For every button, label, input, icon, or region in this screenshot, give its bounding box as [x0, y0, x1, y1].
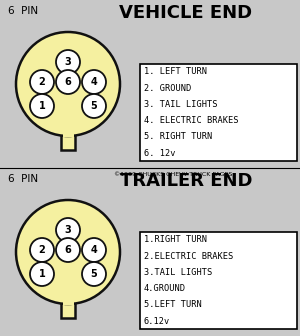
- Bar: [62, 299, 74, 305]
- Circle shape: [16, 200, 120, 304]
- Text: 2. GROUND: 2. GROUND: [143, 84, 191, 93]
- Circle shape: [82, 238, 106, 262]
- Bar: [61, 301, 75, 318]
- Circle shape: [82, 70, 106, 94]
- Circle shape: [56, 238, 80, 262]
- Circle shape: [82, 94, 106, 118]
- Text: 1. LEFT TURN: 1. LEFT TURN: [143, 68, 206, 77]
- Circle shape: [56, 70, 80, 94]
- Text: 5. RIGHT TURN: 5. RIGHT TURN: [143, 132, 212, 141]
- Text: 2: 2: [39, 77, 45, 87]
- Text: 4. ELECTRIC BRAKES: 4. ELECTRIC BRAKES: [143, 116, 238, 125]
- Circle shape: [16, 32, 120, 136]
- Text: 3.TAIL LIGHTS: 3.TAIL LIGHTS: [143, 268, 212, 277]
- Text: 2: 2: [39, 245, 45, 255]
- Text: 4: 4: [91, 245, 98, 255]
- Text: 4.GROUND: 4.GROUND: [143, 284, 185, 293]
- Text: 5: 5: [91, 101, 98, 111]
- Text: 6  PIN: 6 PIN: [8, 6, 38, 16]
- Text: 6  PIN: 6 PIN: [8, 174, 38, 184]
- Circle shape: [30, 262, 54, 286]
- Text: 1.RIGHT TURN: 1.RIGHT TURN: [143, 236, 206, 245]
- Text: 1: 1: [39, 269, 45, 279]
- Text: 4: 4: [91, 77, 98, 87]
- Text: 6: 6: [64, 77, 71, 87]
- Bar: [62, 131, 74, 137]
- Text: 1: 1: [39, 101, 45, 111]
- Circle shape: [30, 94, 54, 118]
- Text: 6.12v: 6.12v: [143, 317, 170, 326]
- Bar: [61, 133, 75, 150]
- Bar: [140, 64, 297, 161]
- Text: ©1999 CHUCKS CHEVY TRUCK PAGES: ©1999 CHUCKS CHEVY TRUCK PAGES: [114, 172, 232, 177]
- Bar: [140, 232, 297, 329]
- Text: 3: 3: [64, 57, 71, 67]
- Circle shape: [30, 70, 54, 94]
- Circle shape: [82, 262, 106, 286]
- Text: 3: 3: [64, 225, 71, 235]
- Text: 6. 12v: 6. 12v: [143, 149, 175, 158]
- Circle shape: [30, 238, 54, 262]
- Text: VEHICLE END: VEHICLE END: [119, 4, 253, 22]
- Text: 5.LEFT TURN: 5.LEFT TURN: [143, 300, 201, 309]
- Text: 6: 6: [64, 245, 71, 255]
- Text: TRAILER END: TRAILER END: [120, 172, 252, 190]
- Circle shape: [56, 218, 80, 242]
- Text: 2.ELECTRIC BRAKES: 2.ELECTRIC BRAKES: [143, 252, 233, 261]
- Circle shape: [56, 50, 80, 74]
- Text: 5: 5: [91, 269, 98, 279]
- Text: 3. TAIL LIGHTS: 3. TAIL LIGHTS: [143, 100, 217, 109]
